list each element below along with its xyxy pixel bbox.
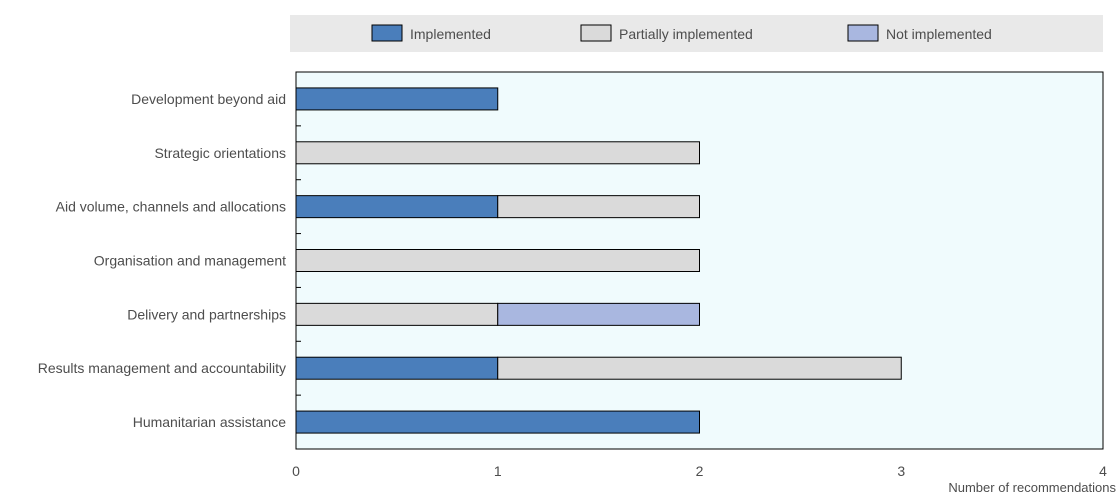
x-axis-title: Number of recommendations [948, 480, 1116, 495]
bar-segment [295, 249, 700, 272]
y-tick-marks [296, 125, 301, 396]
bar-segment [295, 87, 499, 111]
category-label: Strategic orientations [154, 145, 286, 161]
x-tick-label: 4 [1099, 463, 1107, 479]
bar-segment [295, 302, 499, 326]
category-label: Development beyond aid [131, 91, 286, 107]
bar-segment [497, 302, 700, 326]
bar-segment [497, 195, 700, 219]
legend-swatch [847, 24, 879, 42]
bar-segment [497, 356, 902, 380]
x-tick-label: 3 [897, 463, 905, 479]
category-label: Delivery and partnerships [127, 306, 286, 322]
bar-segment [295, 195, 499, 219]
x-tick-label: 1 [494, 463, 502, 479]
legend-label: Not implemented [886, 26, 992, 42]
bar-segment [295, 141, 700, 165]
bar-segment [295, 356, 499, 380]
legend-swatch [371, 24, 403, 42]
legend: Implemented Partially implemented Not impl… [290, 15, 1103, 52]
x-tick-label: 0 [292, 463, 300, 479]
legend-background [290, 15, 1103, 52]
legend-label: Implemented [410, 26, 491, 42]
category-label: Organisation and management [94, 253, 286, 269]
category-label: Results management and accountability [38, 360, 286, 376]
legend-swatch [580, 24, 612, 42]
category-labels: Development beyond aid Strategic orientat… [38, 91, 286, 430]
category-label: Aid volume, channels and allocations [56, 199, 286, 215]
legend-label: Partially implemented [619, 26, 753, 42]
category-label: Humanitarian assistance [133, 414, 287, 430]
bar-segment [295, 410, 700, 434]
bars-group [295, 87, 902, 434]
x-tick-label: 2 [696, 463, 704, 479]
x-tick-labels: 0 1 2 3 4 [292, 463, 1107, 479]
